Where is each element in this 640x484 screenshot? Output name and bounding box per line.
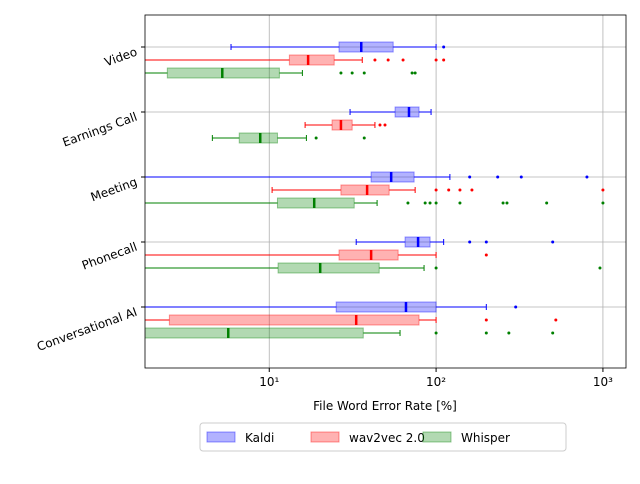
outlier [378,123,382,127]
outlier [585,175,589,179]
box [276,197,355,209]
outlier [484,253,488,257]
legend-swatch [310,431,340,443]
box [277,262,380,274]
y-tick-label: Video [103,45,139,70]
outlier [434,331,438,335]
outlier [373,58,377,62]
outlier [406,201,410,205]
outlier [458,201,462,205]
outlier [314,136,318,140]
outlier [601,201,605,205]
outlier [545,201,549,205]
box [394,106,420,118]
box [338,41,394,53]
box [370,171,415,183]
outlier [428,201,432,205]
outlier [468,240,472,244]
outlier [484,240,488,244]
outlier [350,71,354,75]
x-tick-label: 10² [426,375,446,389]
outlier [434,266,438,270]
outlier [386,58,390,62]
outlier [496,175,500,179]
box [340,184,390,196]
legend: Kaldi wav2vec 2.0 Whisper [206,431,510,445]
x-tick-label: 10¹ [259,375,279,389]
box [145,327,364,339]
outlier [442,45,446,49]
plot-area [145,41,605,339]
box [335,301,437,313]
outlier [551,240,555,244]
y-tick-label: Earnings Call [61,110,139,150]
y-tick-label: Conversational AI [35,305,139,354]
legend-label: wav2vec 2.0 [349,431,425,445]
box [238,132,278,144]
outlier [505,201,509,205]
outlier [339,71,343,75]
outlier [413,71,417,75]
box [288,54,335,66]
axes-frame [144,14,627,369]
y-tick-label: Phonecall [80,240,139,273]
outlier [401,58,405,62]
outlier [442,58,446,62]
outlier [484,318,488,322]
x-axis-label: File Word Error Rate [%] [313,399,457,413]
outlier [470,188,474,192]
outlier [598,266,602,270]
y-tick-label: Meeting [89,175,139,205]
box [168,314,420,326]
legend-label: Kaldi [245,431,274,445]
outlier [514,305,518,309]
outlier [601,188,605,192]
legend-swatch [206,431,236,443]
outlier [434,201,438,205]
outlier [551,331,555,335]
outlier [423,201,427,205]
outlier [554,318,558,322]
legend-swatch [422,431,452,443]
outlier [383,123,387,127]
legend-frame [199,422,567,452]
outlier [519,175,523,179]
outlier [410,71,414,75]
outlier [447,188,451,192]
outlier [434,188,438,192]
outlier [484,331,488,335]
outlier [362,136,366,140]
box [338,249,399,261]
outlier [434,58,438,62]
outlier [362,71,366,75]
outlier [501,201,505,205]
legend-label: Whisper [461,431,510,445]
outlier [507,331,511,335]
outlier [458,188,462,192]
x-tick-label: 10³ [593,375,613,389]
outlier [468,175,472,179]
